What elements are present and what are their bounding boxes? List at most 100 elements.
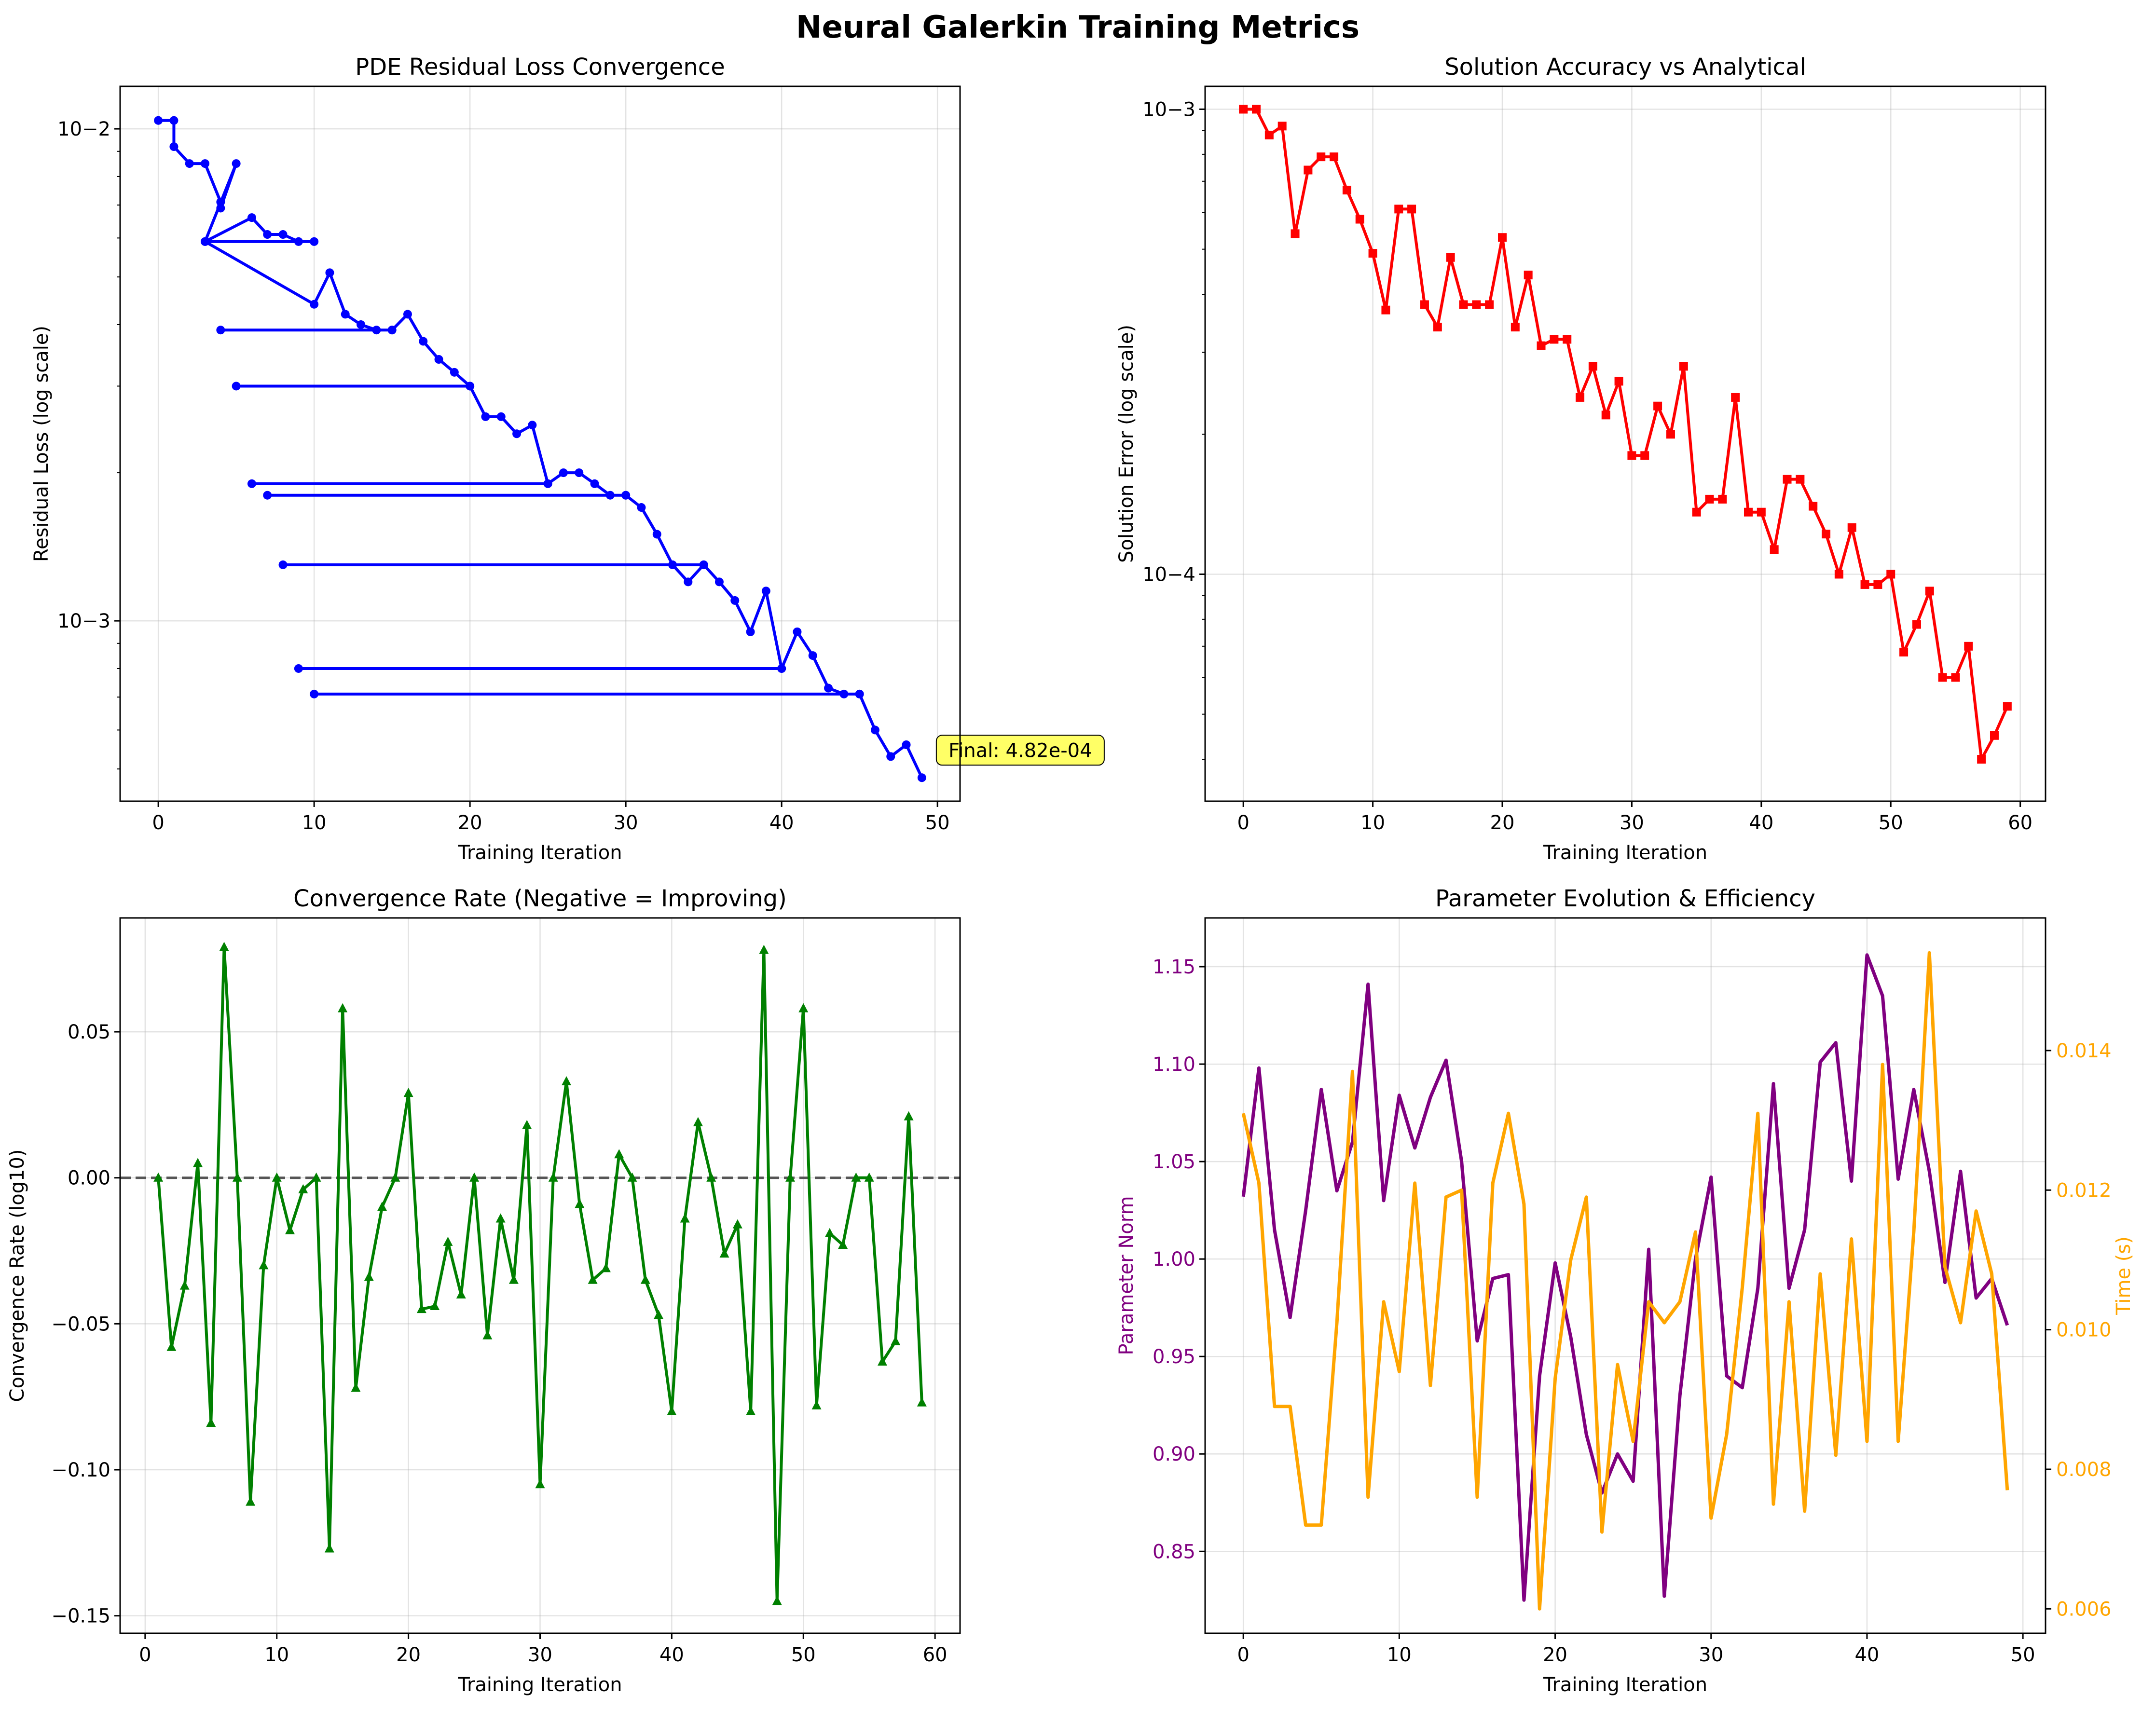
data-point <box>1834 570 1843 579</box>
data-point <box>247 479 256 488</box>
data-point <box>341 310 350 319</box>
data-point <box>621 491 631 500</box>
y-tick-label: −0.10 <box>51 1459 110 1481</box>
data-point <box>263 230 272 239</box>
y-tick-label: 10−3 <box>1142 98 1195 121</box>
axes-title: Parameter Evolution & Efficiency <box>1435 885 1815 912</box>
data-point <box>390 1172 400 1182</box>
data-point <box>1796 475 1805 484</box>
data-point <box>278 230 288 239</box>
data-point <box>575 468 584 478</box>
data-point <box>864 1172 874 1182</box>
data-point <box>772 1596 782 1605</box>
y-tick-label: −0.05 <box>51 1313 110 1335</box>
data-point <box>1770 545 1779 554</box>
data-point <box>216 197 225 206</box>
data-point <box>285 1225 295 1234</box>
data-point <box>1964 642 1973 651</box>
data-point <box>684 577 693 587</box>
x-tick-label: 50 <box>925 812 950 834</box>
data-point <box>886 752 895 761</box>
data-point <box>543 479 552 488</box>
x-tick-label: 0 <box>139 1644 151 1666</box>
data-point <box>1822 530 1831 539</box>
data-point <box>746 627 755 636</box>
data-point <box>891 1336 901 1345</box>
x-tick-label: 50 <box>791 1644 816 1666</box>
data-point <box>601 1263 611 1272</box>
data-point <box>259 1260 269 1270</box>
data-point <box>294 237 303 246</box>
x-tick-label: 40 <box>1854 1644 1879 1666</box>
data-point <box>247 213 256 222</box>
y-axis-label: Residual Loss (log scale) <box>30 326 53 562</box>
data-point <box>870 725 879 735</box>
data-point <box>793 627 802 636</box>
data-point <box>246 1496 256 1506</box>
data-point <box>201 237 210 246</box>
data-point <box>1873 580 1882 589</box>
data-point <box>185 159 194 168</box>
data-point <box>1394 205 1403 214</box>
data-point <box>1679 362 1688 371</box>
data-point <box>1472 300 1481 309</box>
data-point <box>559 468 568 478</box>
data-point <box>1485 300 1494 309</box>
data-point <box>1614 377 1623 386</box>
y-tick-label: 0.90 <box>1153 1443 1195 1465</box>
data-point <box>680 1213 690 1223</box>
y-tick-label: 0.05 <box>68 1021 110 1043</box>
x-tick-label: 20 <box>1490 812 1515 834</box>
data-point <box>325 268 334 277</box>
x-tick-label: 10 <box>1360 812 1385 834</box>
data-point <box>1355 215 1364 224</box>
data-point <box>166 1341 177 1351</box>
time-line <box>1241 951 2009 1611</box>
data-point <box>839 689 849 698</box>
data-point <box>495 1213 506 1223</box>
data-point <box>1627 451 1636 460</box>
data-point <box>1537 341 1546 350</box>
data-point <box>1705 494 1714 504</box>
data-point <box>1264 130 1274 139</box>
data-point <box>351 1382 361 1392</box>
axes-frame <box>1204 85 2046 802</box>
data-point <box>1459 300 1468 309</box>
x-tick-label: 30 <box>1620 812 1644 834</box>
data-point <box>1433 323 1442 332</box>
data-point <box>466 382 475 391</box>
data-point <box>357 320 366 329</box>
x-tick-label: 50 <box>1879 812 1903 834</box>
data-point <box>232 382 241 391</box>
y-tick-label: 10−4 <box>1142 563 1195 586</box>
data-point <box>798 1003 809 1012</box>
data-point <box>310 689 319 698</box>
y-tick-label: −0.15 <box>51 1605 110 1627</box>
x-tick-label: 30 <box>1699 1644 1723 1666</box>
data-point <box>777 664 786 673</box>
data-point <box>590 479 599 488</box>
data-point <box>419 337 428 346</box>
data-point <box>338 1003 348 1012</box>
data-point <box>1576 393 1585 402</box>
data-point <box>508 1274 519 1284</box>
x-tick-label: 0 <box>1237 812 1249 834</box>
data-point <box>1731 393 1740 402</box>
data-point <box>216 204 225 213</box>
x-tick-label: 10 <box>1387 1644 1412 1666</box>
data-point <box>1899 647 1909 656</box>
plots-layer: 0 10 20 30 40 50 10−2 10−3 Final: 4.82e-04 PDE Re… <box>6 54 2135 1696</box>
y-axis-label: Convergence Rate (log10) <box>6 1149 28 1402</box>
data-point <box>732 1219 742 1229</box>
data-point <box>310 300 319 309</box>
data-point <box>450 368 459 377</box>
data-point <box>169 116 179 125</box>
data-point <box>719 1248 729 1258</box>
data-point <box>627 1172 637 1182</box>
data-point <box>699 560 708 569</box>
data-point <box>1277 122 1287 131</box>
data-point <box>637 503 646 512</box>
data-point <box>1498 233 1507 242</box>
